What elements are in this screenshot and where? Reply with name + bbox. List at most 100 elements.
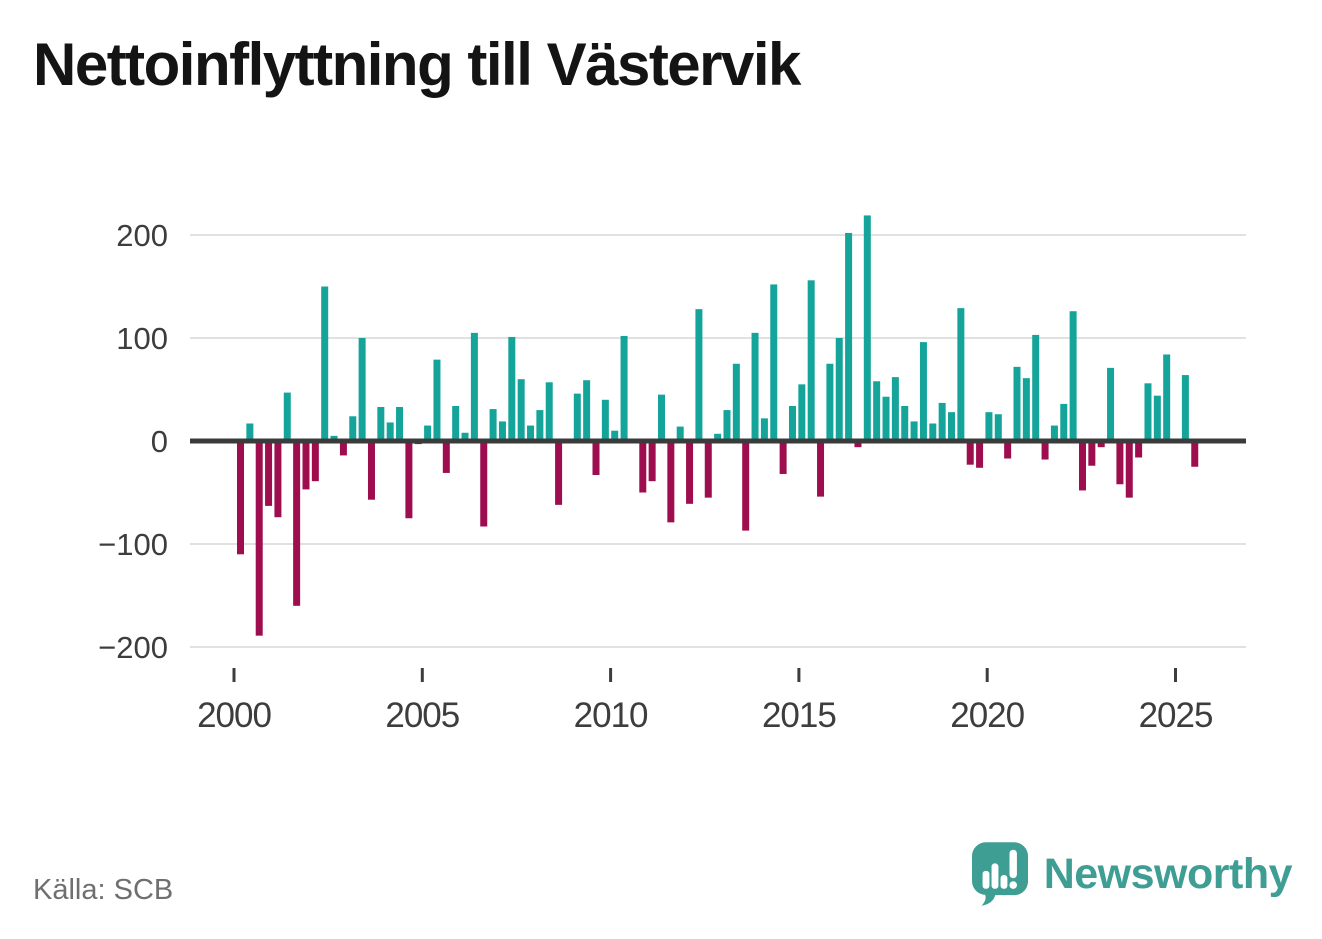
bar — [339, 441, 347, 456]
bar — [1050, 425, 1058, 441]
bar — [704, 441, 712, 498]
bar — [1181, 375, 1189, 441]
x-tick-label: 2020 — [950, 696, 1024, 735]
bar — [648, 441, 656, 482]
exclamation-bar-glyph — [1009, 849, 1017, 879]
bar — [966, 441, 974, 465]
bar — [321, 286, 329, 441]
bar — [498, 421, 506, 441]
bar — [489, 409, 497, 441]
bar — [1060, 403, 1068, 441]
bar — [255, 441, 263, 636]
bar — [985, 412, 993, 441]
bar — [760, 418, 768, 441]
bar — [714, 433, 722, 441]
bar — [695, 309, 703, 441]
bar — [826, 363, 834, 441]
source-label: Källa: SCB — [33, 874, 174, 906]
bar — [358, 338, 366, 441]
newsworthy-logo-icon — [971, 842, 1028, 906]
y-tick-label: 200 — [116, 218, 168, 253]
bar — [1191, 441, 1199, 467]
bar — [891, 377, 899, 441]
bar — [237, 441, 244, 555]
bar — [1004, 441, 1012, 459]
bar — [788, 405, 796, 441]
bar — [377, 407, 385, 441]
bar — [386, 422, 394, 441]
x-tick-label: 2015 — [762, 696, 836, 735]
x-tick-label: 2005 — [385, 696, 459, 735]
bar — [274, 441, 282, 518]
bar — [283, 392, 291, 441]
y-tick-label: 100 — [116, 321, 168, 356]
bar-glyph-1 — [982, 870, 990, 889]
y-tick-label: 0 — [151, 424, 168, 459]
bar — [751, 332, 759, 441]
bar — [1125, 441, 1133, 498]
bar — [667, 441, 675, 523]
bar — [1135, 441, 1143, 458]
bar — [1088, 441, 1096, 466]
bar — [573, 393, 581, 441]
bar — [246, 423, 254, 441]
bar — [779, 441, 787, 474]
bar — [293, 441, 301, 606]
bar — [1032, 334, 1040, 441]
bar — [742, 441, 750, 531]
bar — [1069, 311, 1077, 441]
bar — [555, 441, 563, 505]
bar — [873, 381, 881, 441]
bar — [686, 441, 694, 504]
y-tick-label: −200 — [98, 630, 168, 665]
bar — [938, 402, 946, 441]
newsworthy-logo-text: Newsworthy — [1043, 849, 1293, 898]
bar — [957, 308, 965, 441]
bar — [798, 384, 806, 441]
bar — [545, 382, 553, 441]
bar — [657, 394, 665, 441]
bar-glyph-2 — [991, 863, 999, 889]
bar — [994, 414, 1002, 441]
bar — [1078, 441, 1086, 491]
bar — [807, 280, 815, 441]
bar — [639, 441, 647, 493]
bar — [948, 412, 956, 441]
bar — [536, 410, 544, 441]
bar — [1144, 383, 1152, 441]
bar — [265, 441, 273, 506]
bar — [1153, 395, 1161, 441]
bar — [910, 421, 918, 441]
bar — [396, 407, 404, 441]
bar — [732, 363, 740, 441]
bar — [845, 232, 853, 441]
bar — [367, 441, 375, 500]
bar — [835, 338, 843, 441]
bar — [601, 399, 609, 441]
bar — [508, 336, 516, 441]
x-tick-label: 2010 — [574, 696, 648, 735]
bar — [405, 441, 413, 519]
bar — [854, 441, 862, 448]
bar — [1041, 441, 1049, 460]
bar — [527, 425, 535, 441]
bar — [620, 335, 628, 441]
y-tick-label: −100 — [98, 527, 168, 562]
bar — [817, 441, 825, 497]
bar — [349, 416, 357, 441]
bar — [929, 423, 937, 441]
bar — [882, 396, 890, 441]
bar — [470, 332, 478, 441]
bar — [1013, 366, 1021, 441]
bar — [1163, 354, 1171, 441]
bar — [424, 425, 432, 441]
bar — [433, 359, 441, 441]
bar — [311, 441, 319, 482]
bar — [452, 405, 460, 441]
bar — [442, 441, 450, 473]
bar — [770, 284, 778, 441]
bar — [723, 410, 731, 441]
bar — [461, 432, 469, 441]
